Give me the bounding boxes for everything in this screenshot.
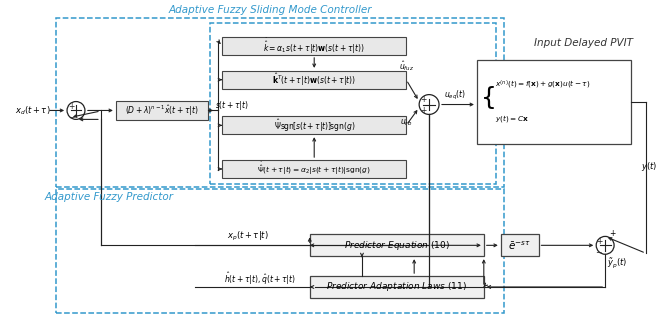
Text: +: + xyxy=(68,102,74,111)
Text: $x^{(n)}(t)=f(\mathbf{x})+g(\mathbf{x})u(t-\tau)$: $x^{(n)}(t)=f(\mathbf{x})+g(\mathbf{x})u… xyxy=(495,79,590,91)
Text: $\hat{\mathbf{k}}^T(t+\tau|t)\mathbf{w}(s(t+\tau|t))$: $\hat{\mathbf{k}}^T(t+\tau|t)\mathbf{w}(… xyxy=(272,71,356,88)
FancyBboxPatch shape xyxy=(477,60,631,144)
Text: $-$: $-$ xyxy=(68,111,76,120)
FancyBboxPatch shape xyxy=(222,37,406,55)
Text: +: + xyxy=(420,106,426,115)
FancyBboxPatch shape xyxy=(310,276,484,298)
FancyBboxPatch shape xyxy=(222,117,406,134)
Text: $\bar{e}^{-s\tau}$: $\bar{e}^{-s\tau}$ xyxy=(509,239,531,252)
Text: $-$: $-$ xyxy=(595,246,603,255)
Text: +: + xyxy=(420,95,426,104)
Text: $Predictor\ Equation\ (10)$: $Predictor\ Equation\ (10)$ xyxy=(344,239,450,252)
Text: +: + xyxy=(596,237,603,246)
Text: $\hat{u}_{fuz}$: $\hat{u}_{fuz}$ xyxy=(398,59,414,73)
FancyBboxPatch shape xyxy=(310,234,484,256)
Text: Input Delayed PVIT: Input Delayed PVIT xyxy=(534,38,633,48)
Text: $x_p(t+\tau|t)$: $x_p(t+\tau|t)$ xyxy=(227,230,269,243)
Text: $u_{eq}(t)$: $u_{eq}(t)$ xyxy=(444,89,466,102)
Text: $\tilde{y}_p(t)$: $\tilde{y}_p(t)$ xyxy=(607,256,627,270)
Text: $(D+\lambda)^{n-1}\hat{x}(t+\tau|t)$: $(D+\lambda)^{n-1}\hat{x}(t+\tau|t)$ xyxy=(125,103,199,118)
Text: $u_{rb}$: $u_{rb}$ xyxy=(400,117,412,127)
Text: Adaptive Fuzzy Predictor: Adaptive Fuzzy Predictor xyxy=(44,192,173,202)
Text: +: + xyxy=(609,229,615,238)
Bar xyxy=(56,189,504,313)
FancyBboxPatch shape xyxy=(501,234,538,256)
Text: $\dot{\hat{\Psi}}(t+\tau|t)=\alpha_2|s(t+\tau|t)|\mathrm{sgn}(g)$: $\dot{\hat{\Psi}}(t+\tau|t)=\alpha_2|s(t… xyxy=(257,161,371,177)
Text: $Predictor\ Adaptation\ Laws\ (11)$: $Predictor\ Adaptation\ Laws\ (11)$ xyxy=(326,281,467,293)
Text: $s(t+\tau|t)$: $s(t+\tau|t)$ xyxy=(215,99,249,112)
Text: $\hat{\Psi}\mathrm{sgn}\!\left[s(t+\tau|t)\right]\!\mathrm{sgn}(g)$: $\hat{\Psi}\mathrm{sgn}\!\left[s(t+\tau|… xyxy=(274,117,355,133)
Text: $y(t)$: $y(t)$ xyxy=(641,160,657,174)
Text: $\hat{h}(t+\tau|t),\hat{q}(t+\tau|t)$: $\hat{h}(t+\tau|t),\hat{q}(t+\tau|t)$ xyxy=(224,271,296,287)
FancyBboxPatch shape xyxy=(116,101,208,121)
Text: $y(t)=C\mathbf{x}$: $y(t)=C\mathbf{x}$ xyxy=(495,114,529,124)
FancyBboxPatch shape xyxy=(222,160,406,178)
Text: $x_d(t+\tau)$: $x_d(t+\tau)$ xyxy=(15,104,51,117)
Text: $\{$: $\{$ xyxy=(480,84,495,111)
Text: $\dot{\hat{k}}=\alpha_1 s(t+\tau|t)\mathbf{w}(s(t+\tau|t))$: $\dot{\hat{k}}=\alpha_1 s(t+\tau|t)\math… xyxy=(263,37,365,56)
Text: Adaptive Fuzzy Sliding Mode Controller: Adaptive Fuzzy Sliding Mode Controller xyxy=(168,5,372,15)
Bar xyxy=(56,18,504,187)
FancyBboxPatch shape xyxy=(222,71,406,89)
Bar xyxy=(210,23,496,184)
